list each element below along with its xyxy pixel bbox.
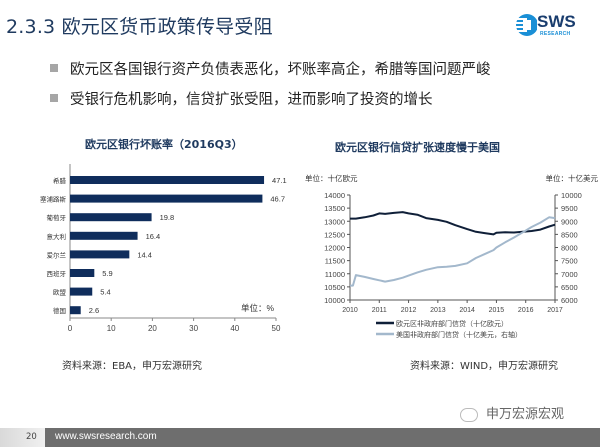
right-tick-label: 8000: [561, 244, 578, 253]
left-tick-label: 12500: [324, 230, 345, 239]
category-label: 德国: [53, 306, 66, 315]
left-tick-label: 10000: [324, 296, 345, 305]
slide-title: 2.3.3 欧元区货币政策传导受阻: [6, 16, 273, 38]
legend-label: 美国非政府部门信贷（十亿美元，右轴）: [396, 330, 522, 339]
bullet-square-icon: [50, 94, 58, 102]
right-tick-label: 6500: [561, 283, 578, 292]
x-tick-label: 2012: [401, 307, 417, 314]
value-label: 19.8: [160, 213, 175, 222]
left-tick-label: 14000: [324, 191, 345, 200]
value-label: 2.6: [89, 306, 99, 315]
bullet-text: 欧元区各国银行资产负债表恶化，坏账率高企，希腊等国问题严峻: [70, 62, 491, 78]
bar: [70, 176, 265, 184]
value-label: 14.4: [137, 250, 152, 259]
value-label: 5.9: [102, 269, 112, 278]
bar-chart: 0 10 20 30 40 50 希腊 47.1 塞浦路斯 46.7 葡萄牙 19.8 意大利 16.4 爱…: [40, 164, 287, 333]
right-tick-label: 7500: [561, 257, 578, 266]
value-label: 16.4: [146, 232, 161, 241]
left-tick-label: 11000: [325, 270, 345, 279]
series-line-us: [350, 216, 556, 287]
legend-label: 欧元区非政府部门信贷（十亿欧元）: [396, 319, 508, 328]
x-tick-label: 2014: [459, 307, 475, 314]
right-tick-label: 10000: [561, 191, 582, 200]
category-label: 西班牙: [47, 269, 67, 278]
bar: [70, 213, 152, 222]
line-chart-source: 资料来源：WIND，申万宏源研究: [410, 361, 559, 372]
bar: [70, 306, 81, 315]
x-tick-label: 2016: [518, 307, 534, 314]
x-tick-label: 2011: [372, 307, 387, 314]
bar: [70, 287, 93, 296]
left-tick-label: 11500: [325, 257, 345, 266]
line-chart-title: 欧元区银行信贷扩张速度慢于美国: [335, 141, 500, 154]
wechat-account: 申万宏源宏观: [460, 403, 564, 422]
left-tick-label: 12000: [324, 244, 345, 253]
bullet-text: 受银行危机影响，信贷扩张受阻，进而影响了投资的增长: [70, 92, 433, 108]
right-tick-label: 9500: [561, 204, 578, 213]
footer-bar: 20 www.swsresearch.com: [0, 428, 600, 447]
bullet-item: 欧元区各国银行资产负债表恶化，坏账率高企，希腊等国问题严峻: [50, 58, 491, 79]
bullet-square-icon: [50, 64, 58, 72]
x-tick-label: 20: [148, 324, 157, 333]
x-tick-label: 2017: [547, 307, 563, 314]
x-tick-label: 30: [189, 324, 198, 333]
unit-label: 单位：%: [241, 303, 275, 313]
value-label: 47.1: [272, 176, 287, 185]
category-label: 爱尔兰: [47, 250, 67, 259]
wechat-name: 申万宏源宏观: [486, 407, 565, 422]
x-tick-label: 2013: [430, 307, 446, 314]
bar: [70, 269, 95, 277]
x-tick-label: 2015: [489, 307, 505, 314]
footer-url[interactable]: www.swsresearch.com: [55, 431, 157, 442]
logo-text: SWS: [537, 12, 576, 31]
category-label: 希腊: [53, 176, 67, 185]
right-tick-label: 7000: [561, 270, 578, 279]
category-label: 意大利: [47, 232, 67, 241]
left-tick-label: 13500: [324, 204, 345, 213]
series-line-eurozone: [350, 211, 556, 236]
wechat-icon: [460, 407, 478, 422]
left-tick-label: 10500: [324, 283, 345, 292]
x-tick-label: 10: [107, 324, 116, 333]
value-label: 5.4: [100, 288, 110, 297]
bar-chart-source: 资料来源：EBA，申万宏源研究: [62, 361, 203, 372]
left-unit-label: 单位：十亿欧元: [305, 173, 358, 183]
x-tick-label: 40: [230, 324, 239, 333]
category-label: 葡萄牙: [47, 213, 67, 222]
page-number-box: 20: [0, 428, 45, 447]
category-label: 塞浦路斯: [40, 195, 67, 204]
bar: [70, 250, 130, 259]
right-tick-label: 6000: [561, 296, 578, 305]
bar-chart-title: 欧元区银行坏账率（2016Q3）: [85, 138, 243, 151]
bar: [70, 194, 263, 203]
x-tick-label: 0: [68, 324, 73, 333]
bar: [70, 231, 138, 240]
right-tick-label: 9000: [561, 217, 578, 226]
right-unit-label: 单位：十亿美元: [546, 173, 599, 183]
x-tick-label: 2010: [342, 307, 358, 314]
x-tick-label: 50: [272, 324, 281, 333]
value-label: 46.7: [270, 195, 285, 204]
page-number: 20: [26, 432, 37, 442]
logo-subtext: RESEARCH: [540, 31, 571, 37]
bullet-item: 受银行危机影响，信贷扩张受阻，进而影响了投资的增长: [50, 88, 433, 109]
category-label: 欧盟: [53, 288, 67, 297]
left-tick-label: 13000: [324, 217, 345, 226]
logo-globe-icon: [516, 14, 537, 36]
line-chart: 单位：十亿欧元 单位：十亿美元 14000 13500 13000 12500 12000 1…: [305, 173, 599, 339]
right-tick-label: 8500: [561, 230, 578, 239]
sws-logo: SWS RESEARCH: [515, 12, 595, 42]
